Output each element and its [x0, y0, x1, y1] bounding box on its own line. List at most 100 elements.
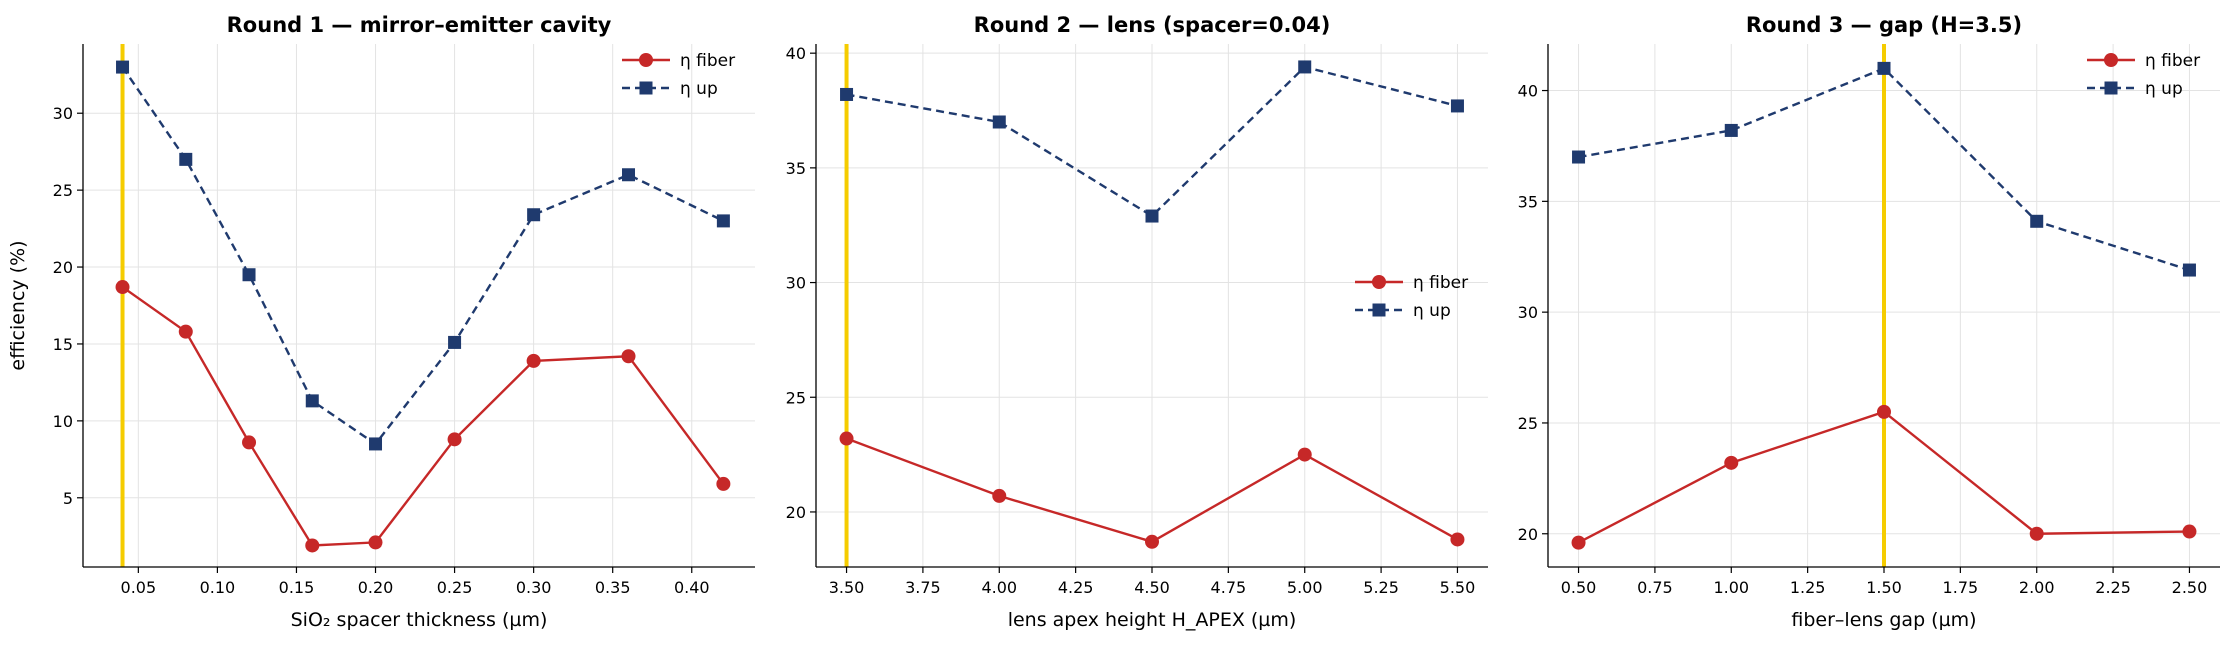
data-point: [992, 488, 1007, 503]
data-point: [1571, 535, 1586, 550]
legend-label: η fiber: [2145, 51, 2200, 71]
y-tick-label: 20: [786, 503, 806, 522]
x-tick-label: 0.30: [516, 578, 552, 597]
data-point: [1724, 455, 1739, 470]
data-point: [621, 349, 636, 364]
data-point: [178, 324, 193, 339]
x-axis-label: lens apex height H_APEX (µm): [1008, 609, 1297, 631]
legend-marker: [2104, 81, 2118, 95]
x-tick-label: 5.25: [1363, 578, 1399, 597]
series-eta-fiber: [115, 280, 731, 553]
legend-marker: [2104, 53, 2118, 67]
x-tick-label: 0.15: [279, 578, 315, 597]
data-point: [1724, 123, 1738, 137]
data-point: [526, 353, 541, 368]
data-point: [716, 214, 730, 228]
data-point: [1877, 404, 1891, 419]
data-point: [2182, 524, 2197, 539]
x-tick-label: 3.50: [829, 578, 865, 597]
data-point: [116, 60, 130, 74]
grid: [83, 44, 755, 567]
data-point: [305, 394, 319, 408]
x-tick-label: 0.25: [437, 578, 473, 597]
y-tick-label: 25: [1518, 414, 1538, 433]
x-tick-label: 0.05: [121, 578, 157, 597]
y-tick-label: 15: [53, 335, 73, 354]
series-eta-up: [840, 60, 1464, 223]
x-tick-label: 0.40: [674, 578, 710, 597]
legend-label: η fiber: [680, 51, 735, 71]
x-tick-label: 1.50: [1866, 578, 1902, 597]
legend-label: η fiber: [1413, 273, 1468, 293]
chart-panel-round-2: Round 2 — lens (spacer=0.04) lens apex h…: [786, 13, 1488, 631]
y-tick-label: 35: [786, 159, 806, 178]
data-point: [1450, 532, 1465, 547]
x-tick-label: 0.10: [200, 578, 236, 597]
y-tick-label: 30: [1518, 303, 1538, 322]
data-point: [1572, 150, 1586, 164]
data-point: [1298, 60, 1312, 74]
legend-marker: [1372, 275, 1386, 289]
x-axis-label: SiO₂ spacer thickness (µm): [291, 609, 548, 631]
chart-title: Round 2 — lens (spacer=0.04): [974, 13, 1331, 37]
grid: [816, 44, 1488, 567]
series-eta-fiber: [1571, 404, 2197, 550]
y-tick-label: 25: [786, 388, 806, 407]
x-tick-label: 4.00: [981, 578, 1017, 597]
x-tick-label: 4.75: [1211, 578, 1247, 597]
x-axis-label: fiber–lens gap (µm): [1791, 609, 1976, 631]
data-point: [1145, 209, 1159, 223]
data-point: [1450, 99, 1464, 113]
data-point: [992, 115, 1006, 129]
x-tick-label: 0.20: [358, 578, 394, 597]
legend-label: η up: [2145, 79, 2183, 99]
chart-panel-round-1: Round 1 — mirror–emitter cavity SiO₂ spa…: [7, 13, 755, 631]
legend-marker: [1372, 303, 1386, 317]
y-tick-label: 30: [53, 104, 73, 123]
data-point: [2030, 214, 2044, 228]
data-point: [1297, 447, 1312, 462]
y-tick-label: 20: [53, 258, 73, 277]
series-eta-up: [116, 60, 730, 451]
x-tick-label: 1.75: [1943, 578, 1979, 597]
chart-panel-round-3: Round 3 — gap (H=3.5) fiber–lens gap (µm…: [1518, 13, 2220, 631]
data-point: [368, 535, 383, 550]
data-point: [242, 435, 257, 450]
data-point: [839, 431, 854, 446]
x-tick-label: 1.00: [1713, 578, 1749, 597]
y-tick-label: 25: [53, 181, 73, 200]
chart-title: Round 3 — gap (H=3.5): [1746, 13, 2022, 37]
x-tick-label: 2.25: [2095, 578, 2131, 597]
x-tick-label: 0.50: [1561, 578, 1597, 597]
data-point: [2029, 526, 2044, 541]
y-tick-label: 40: [1518, 82, 1538, 101]
data-point: [622, 168, 636, 182]
x-tick-label: 2.50: [2172, 578, 2208, 597]
data-point: [840, 87, 854, 101]
chart-title: Round 1 — mirror–emitter cavity: [227, 13, 612, 37]
legend-label: η up: [1413, 301, 1451, 321]
x-tick-label: 5.00: [1287, 578, 1323, 597]
legend-marker: [639, 53, 653, 67]
data-point: [1145, 534, 1159, 549]
legend: η fiber η up: [622, 51, 735, 99]
x-tick-label: 0.75: [1637, 578, 1673, 597]
x-tick-label: 1.25: [1790, 578, 1826, 597]
data-point: [242, 268, 256, 282]
x-tick-label: 0.35: [595, 578, 631, 597]
series-eta-up: [1572, 61, 2196, 277]
data-point: [115, 280, 130, 295]
x-tick-label: 2.00: [2019, 578, 2055, 597]
y-tick-label: 35: [1518, 192, 1538, 211]
data-point: [447, 432, 462, 447]
y-tick-label: 20: [1518, 525, 1538, 544]
data-point: [305, 538, 320, 553]
x-tick-label: 4.25: [1058, 578, 1094, 597]
legend-label: η up: [680, 79, 718, 99]
y-tick-label: 30: [786, 274, 806, 293]
data-point: [527, 208, 541, 222]
y-tick-label: 10: [53, 412, 73, 431]
data-point: [179, 152, 193, 166]
data-point: [448, 335, 462, 349]
legend-marker: [639, 81, 653, 95]
